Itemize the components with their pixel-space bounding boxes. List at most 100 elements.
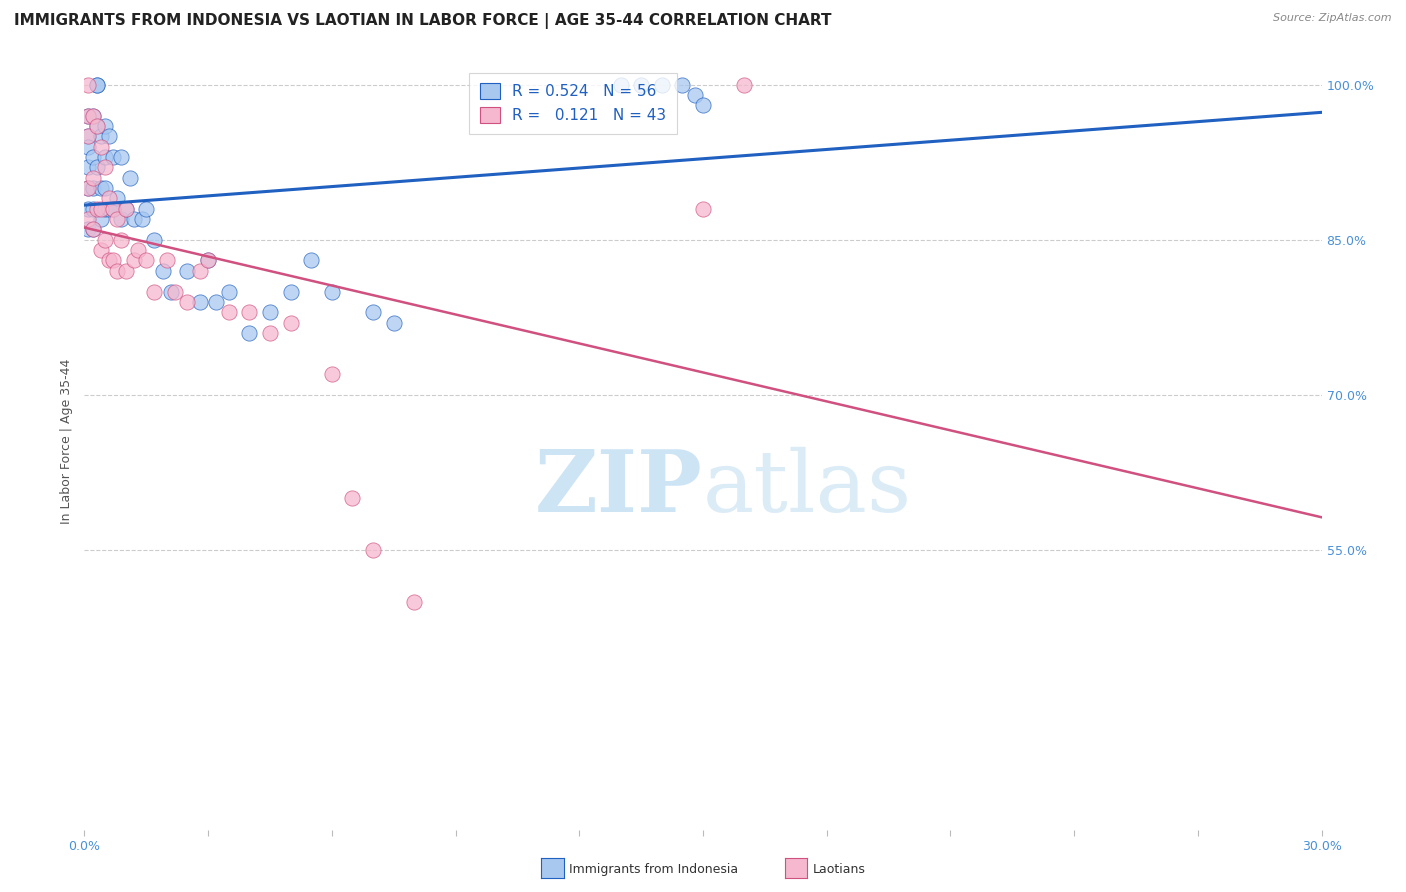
Point: [382, 316, 405, 330]
Point: [94, 161, 117, 175]
Point: [77, 129, 100, 144]
Text: Immigrants from Indonesia: Immigrants from Indonesia: [569, 863, 738, 876]
Point: [90, 139, 112, 153]
Point: [114, 264, 136, 278]
Point: [404, 595, 426, 609]
Y-axis label: In Labor Force | Age 35-44: In Labor Force | Age 35-44: [59, 359, 73, 524]
Point: [205, 294, 228, 309]
Point: [77, 109, 100, 123]
Point: [692, 202, 714, 216]
Point: [110, 233, 132, 247]
Point: [77, 161, 100, 175]
Point: [82, 222, 104, 236]
Point: [321, 368, 343, 382]
Point: [77, 202, 100, 216]
Point: [238, 326, 260, 340]
Point: [692, 98, 714, 112]
Point: [77, 212, 100, 227]
Point: [82, 202, 104, 216]
Point: [259, 305, 281, 319]
Point: [90, 212, 112, 227]
Point: [77, 139, 100, 153]
Point: [683, 87, 706, 102]
Point: [188, 294, 211, 309]
Point: [86, 119, 108, 133]
Point: [259, 326, 281, 340]
Text: IMMIGRANTS FROM INDONESIA VS LAOTIAN IN LABOR FORCE | AGE 35-44 CORRELATION CHAR: IMMIGRANTS FROM INDONESIA VS LAOTIAN IN …: [14, 13, 831, 29]
Point: [105, 191, 128, 205]
Point: [135, 253, 157, 268]
Point: [94, 181, 117, 195]
Text: ZIP: ZIP: [536, 446, 703, 530]
Point: [82, 150, 104, 164]
Point: [105, 264, 128, 278]
Point: [143, 233, 166, 247]
Point: [82, 109, 104, 123]
Point: [94, 233, 117, 247]
Point: [361, 543, 384, 558]
Point: [630, 78, 652, 92]
Point: [651, 78, 673, 92]
Point: [176, 294, 198, 309]
Point: [98, 202, 121, 216]
Point: [361, 305, 384, 319]
Point: [160, 285, 183, 299]
Point: [94, 150, 117, 164]
Point: [86, 78, 108, 92]
Legend: R = 0.524   N = 56, R =   0.121   N = 43: R = 0.524 N = 56, R = 0.121 N = 43: [470, 73, 676, 134]
Point: [609, 78, 631, 92]
Point: [188, 264, 211, 278]
Point: [90, 243, 112, 257]
Point: [127, 243, 149, 257]
Point: [86, 161, 108, 175]
Point: [143, 285, 166, 299]
Point: [86, 119, 108, 133]
Point: [103, 202, 125, 216]
Point: [197, 253, 219, 268]
Point: [165, 285, 187, 299]
Point: [86, 202, 108, 216]
Point: [90, 181, 112, 195]
Point: [82, 181, 104, 195]
Point: [299, 253, 322, 268]
Point: [98, 191, 121, 205]
Point: [671, 78, 693, 92]
Point: [110, 150, 132, 164]
Point: [77, 109, 100, 123]
Point: [82, 222, 104, 236]
Point: [114, 202, 136, 216]
Point: [280, 285, 302, 299]
Point: [86, 78, 108, 92]
Point: [152, 264, 174, 278]
Point: [103, 202, 125, 216]
Point: [94, 202, 117, 216]
Point: [280, 316, 302, 330]
Point: [98, 253, 121, 268]
Text: Source: ZipAtlas.com: Source: ZipAtlas.com: [1274, 13, 1392, 23]
Point: [77, 181, 100, 195]
Point: [733, 78, 755, 92]
Point: [103, 150, 125, 164]
Point: [114, 202, 136, 216]
Point: [122, 212, 145, 227]
Point: [103, 253, 125, 268]
Point: [321, 285, 343, 299]
Point: [118, 170, 141, 185]
Point: [105, 212, 128, 227]
Point: [176, 264, 198, 278]
Point: [218, 305, 240, 319]
Text: atlas: atlas: [703, 447, 912, 530]
Point: [77, 222, 100, 236]
Point: [90, 202, 112, 216]
Point: [110, 212, 132, 227]
Point: [197, 253, 219, 268]
Point: [122, 253, 145, 268]
Point: [156, 253, 179, 268]
Point: [82, 109, 104, 123]
Point: [131, 212, 153, 227]
Point: [77, 181, 100, 195]
Point: [82, 170, 104, 185]
Point: [98, 129, 121, 144]
Point: [77, 129, 100, 144]
Text: Laotians: Laotians: [813, 863, 866, 876]
